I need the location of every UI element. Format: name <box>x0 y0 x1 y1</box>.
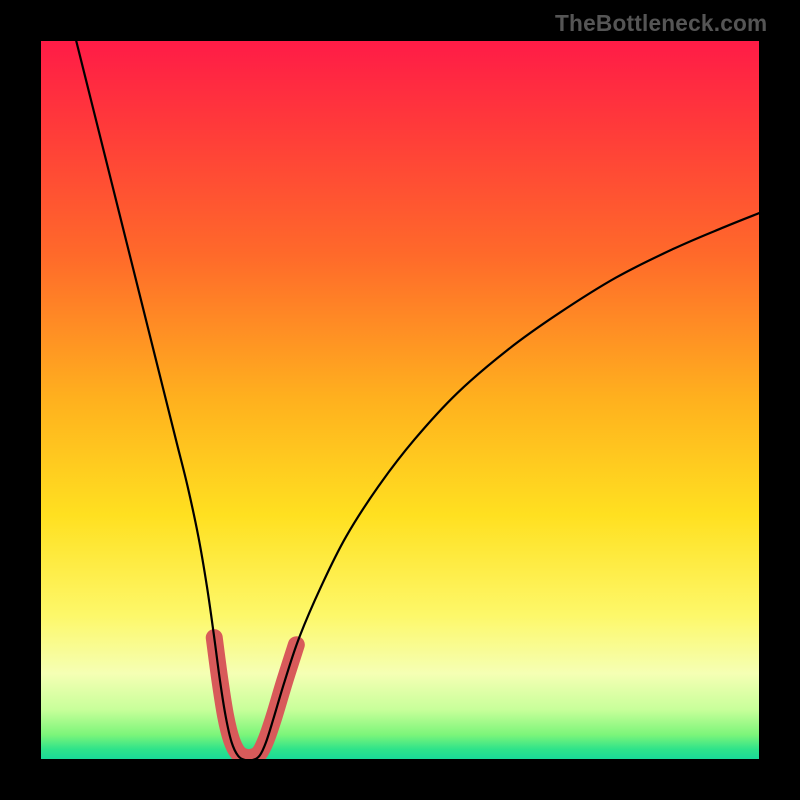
watermark-text: TheBottleneck.com <box>555 10 767 37</box>
plot-background <box>40 40 760 760</box>
bottleneck-chart <box>0 0 800 800</box>
